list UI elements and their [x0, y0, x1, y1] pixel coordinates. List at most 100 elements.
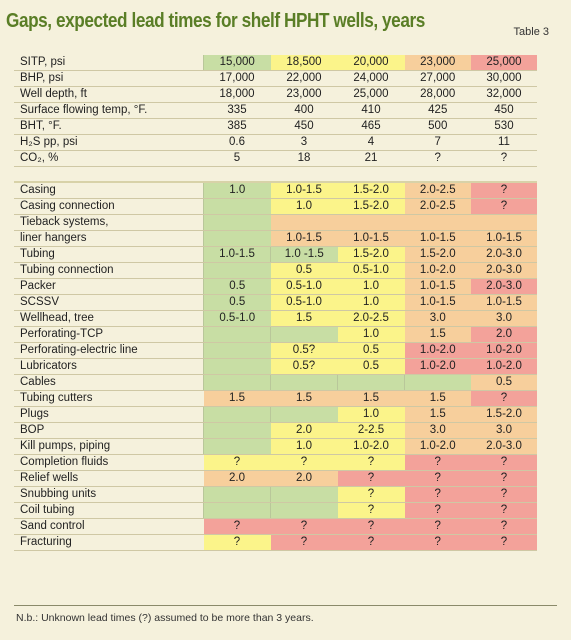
lead-time-cell: 1.0-1.5 [404, 278, 471, 295]
lead-time-cell: 22,000 [270, 70, 338, 87]
row-label: Tubing cutters [14, 390, 204, 407]
lead-time-cell [404, 166, 471, 183]
lead-time-cell [337, 166, 405, 183]
table-row: liner hangers 1.0-1.5 1.0-1.5 1.0-1.5 1.0-1.… [14, 230, 537, 247]
lead-time-cell [203, 502, 271, 519]
lead-time-cell [471, 214, 537, 231]
lead-time-cell: ? [471, 470, 537, 487]
lead-time-cell: 1.0 [337, 278, 405, 295]
lead-time-cell: 1.0 [270, 198, 338, 215]
lead-time-cell [203, 438, 271, 455]
lead-time-cell: ? [404, 518, 471, 535]
lead-time-cell: 4 [337, 134, 405, 151]
row-label [14, 166, 204, 183]
row-label: Relief wells [14, 470, 204, 487]
lead-time-cell: 2.0-2.5 [404, 198, 471, 215]
lead-time-cell: 1.5 [404, 390, 471, 407]
lead-time-cell: 2.0-2.5 [404, 181, 471, 199]
lead-time-cell [203, 342, 271, 359]
lead-time-cell [270, 326, 338, 343]
lead-time-cell: 0.5-1.0 [270, 294, 338, 311]
lead-time-cell: 3.0 [404, 310, 471, 327]
table-row: Fracturing????? [14, 534, 537, 551]
lead-time-cell [203, 230, 271, 247]
lead-time-cell: 1.5-2.0 [471, 406, 537, 423]
row-label: Perforating-electric line [14, 342, 204, 359]
row-label: Wellhead, tree [14, 310, 204, 327]
row-label: SITP, psi [14, 55, 204, 71]
lead-time-cell: ? [471, 150, 537, 167]
lead-time-cell [337, 214, 405, 231]
lead-time-cell: 24,000 [337, 70, 405, 87]
row-label: Completion fluids [14, 454, 204, 471]
lead-time-cell: 1.0-2.0 [404, 358, 471, 375]
lead-time-cell: 1.0-2.0 [471, 358, 537, 375]
row-label: Surface flowing temp, °F. [14, 102, 204, 119]
lead-time-cell: 0.5-1.0 [270, 278, 338, 295]
lead-time-cell: ? [203, 518, 271, 535]
lead-time-cell: 500 [404, 118, 471, 135]
row-label: BHT, °F. [14, 118, 204, 135]
table-row: Casing 1.0 1.0-1.5 1.5-2.0 2.0-2.5? [14, 181, 537, 199]
table-row: BHT, °F. 385 450 465 500 530 [14, 118, 537, 135]
table-row: Well depth, ft 18,000 23,000 25,000 28,000 32… [14, 86, 537, 103]
lead-time-cell [270, 374, 338, 391]
table-row: Cables 0.5 [14, 374, 537, 391]
lead-time-cell: 2.0-3.0 [471, 278, 537, 295]
table-row: Tieback systems, [14, 214, 537, 231]
lead-time-cell: 1.0-2.0 [337, 438, 405, 455]
footnote: N.b.: Unknown lead times (?) assumed to … [16, 612, 314, 624]
lead-time-cell: 1.0-2.0 [471, 342, 537, 359]
row-label: Perforating-TCP [14, 326, 204, 343]
row-label: Well depth, ft [14, 86, 204, 103]
lead-time-cell: 1.0-2.0 [404, 438, 471, 455]
lead-time-cell: ? [471, 518, 537, 535]
lead-time-cell: 1.5 [337, 390, 405, 407]
row-label: CO₂, % [14, 150, 204, 167]
lead-time-cell: 1.0 [337, 294, 405, 311]
row-label: Casing connection [14, 198, 204, 215]
lead-time-cell: 0.5 [337, 358, 405, 375]
lead-time-cell: ? [337, 486, 405, 503]
lead-time-cell: 1.0 [203, 181, 271, 199]
lead-time-cell: ? [203, 534, 271, 551]
row-label: Kill pumps, piping [14, 438, 204, 455]
lead-time-cell: ? [404, 534, 471, 551]
lead-time-cell: 1.0-1.5 [270, 181, 338, 199]
row-label: BOP [14, 422, 204, 439]
lead-time-cell: 400 [270, 102, 338, 119]
table-row: Completion fluids????? [14, 454, 537, 471]
row-label: Plugs [14, 406, 204, 423]
lead-time-cell: 2.0 [270, 470, 338, 487]
lead-time-cell: 25,000 [471, 55, 537, 71]
lead-time-cell: ? [471, 534, 537, 551]
lead-time-cell: 18 [270, 150, 338, 167]
table-row: BOP 2.0 2-2.5 3.0 3.0 [14, 422, 537, 439]
lead-time-cell: 1.5 [404, 406, 471, 423]
lead-time-cell [203, 326, 271, 343]
lead-time-cell: ? [203, 454, 271, 471]
lead-time-cell: 28,000 [404, 86, 471, 103]
lead-time-cell [270, 406, 338, 423]
table-title: Gaps, expected lead times for shelf HPHT… [6, 10, 425, 32]
row-label: Cables [14, 374, 204, 391]
table-row: Relief wells 2.0 2.0??? [14, 470, 537, 487]
lead-time-cell: 1.0 [337, 406, 405, 423]
lead-time-cell: 385 [203, 118, 271, 135]
lead-time-cell: 0.5? [270, 342, 338, 359]
lead-time-cell [270, 166, 338, 183]
lead-time-cell: 1.5-2.0 [404, 246, 471, 263]
lead-time-cell: 450 [471, 102, 537, 119]
lead-time-cell: 530 [471, 118, 537, 135]
lead-time-cell: 3 [270, 134, 338, 151]
lead-time-cell [203, 422, 271, 439]
lead-time-cell: 0.5 [270, 262, 338, 279]
lead-time-cell: ? [337, 470, 405, 487]
table-body: SITP, psi 15,000 18,500 20,000 23,000 25,000 B… [14, 55, 537, 551]
lead-time-cell: ? [270, 534, 338, 551]
row-label: Coil tubing [14, 502, 204, 519]
row-label: liner hangers [14, 230, 204, 247]
lead-time-cell: ? [337, 518, 405, 535]
lead-time-cell: 2.0-3.0 [471, 438, 537, 455]
row-label: Tubing connection [14, 262, 204, 279]
